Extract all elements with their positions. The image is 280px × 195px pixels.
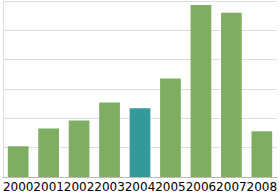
svg-text:2002: 2002 [64,180,95,194]
svg-text:2006: 2006 [186,180,217,194]
svg-text:2008: 2008 [247,180,278,194]
svg-text:2001: 2001 [33,180,64,194]
svg-text:2004: 2004 [125,180,156,194]
svg-text:2005: 2005 [155,180,186,194]
svg-text:2003: 2003 [94,180,125,194]
svg-text:2000: 2000 [3,180,34,194]
svg-text:2007: 2007 [216,180,247,194]
